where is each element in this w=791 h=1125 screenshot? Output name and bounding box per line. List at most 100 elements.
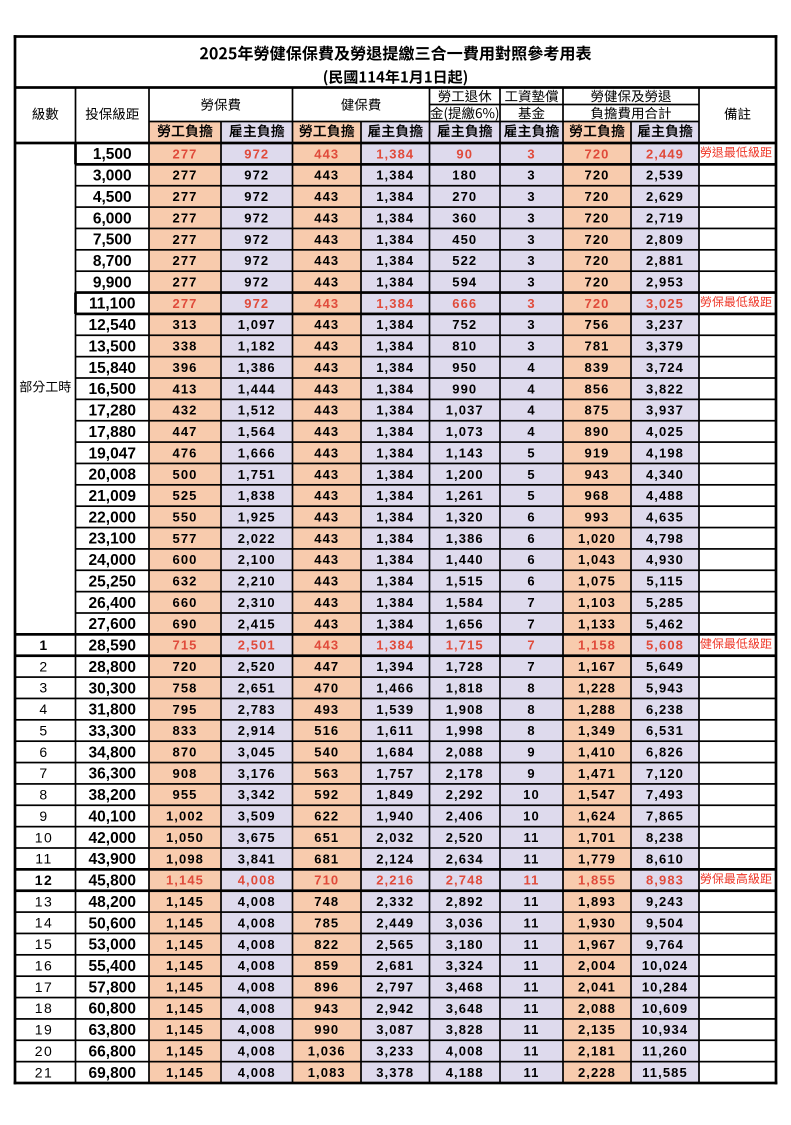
- svg-text:2,292: 2,292: [446, 787, 484, 802]
- svg-text:3,025: 3,025: [646, 296, 684, 311]
- svg-text:1,925: 1,925: [238, 509, 276, 524]
- svg-text:972: 972: [244, 189, 269, 204]
- svg-text:55,400: 55,400: [89, 958, 136, 975]
- svg-text:1,967: 1,967: [578, 937, 616, 952]
- svg-text:4,008: 4,008: [238, 1044, 276, 1059]
- svg-text:2,135: 2,135: [578, 1022, 616, 1037]
- svg-text:1,384: 1,384: [376, 317, 414, 332]
- svg-text:11,585: 11,585: [642, 1065, 688, 1080]
- svg-text:28,800: 28,800: [89, 659, 136, 676]
- svg-text:6: 6: [527, 552, 535, 567]
- svg-text:4,008: 4,008: [446, 1044, 484, 1059]
- svg-text:2,892: 2,892: [446, 894, 484, 909]
- svg-text:4,008: 4,008: [238, 1001, 276, 1016]
- svg-text:4,008: 4,008: [238, 958, 276, 973]
- svg-text:3,937: 3,937: [646, 403, 684, 418]
- svg-text:1,384: 1,384: [376, 445, 414, 460]
- svg-text:443: 443: [314, 574, 339, 589]
- svg-text:3: 3: [527, 296, 535, 311]
- svg-text:2,041: 2,041: [578, 979, 616, 994]
- svg-text:11: 11: [524, 1022, 540, 1037]
- svg-text:1,320: 1,320: [446, 509, 484, 524]
- svg-text:27,600: 27,600: [89, 616, 136, 633]
- svg-text:875: 875: [585, 403, 610, 418]
- svg-text:600: 600: [173, 552, 198, 567]
- svg-text:443: 443: [314, 509, 339, 524]
- svg-text:5: 5: [527, 488, 535, 503]
- svg-text:90: 90: [456, 146, 473, 161]
- svg-text:4,008: 4,008: [238, 894, 276, 909]
- svg-text:2,881: 2,881: [646, 253, 684, 268]
- svg-text:715: 715: [173, 638, 198, 653]
- svg-text:1,384: 1,384: [376, 574, 414, 589]
- svg-text:7,120: 7,120: [646, 766, 684, 781]
- svg-text:1,930: 1,930: [578, 915, 616, 930]
- svg-text:4,008: 4,008: [238, 873, 276, 888]
- svg-text:5: 5: [39, 722, 48, 738]
- svg-text:40,100: 40,100: [89, 808, 136, 825]
- svg-text:2,914: 2,914: [238, 723, 276, 738]
- svg-text:16: 16: [35, 957, 54, 973]
- svg-text:2,539: 2,539: [646, 168, 684, 183]
- svg-text:8: 8: [527, 680, 535, 695]
- svg-text:972: 972: [244, 296, 269, 311]
- svg-text:660: 660: [173, 595, 198, 610]
- svg-text:66,800: 66,800: [89, 1043, 136, 1060]
- svg-text:1,083: 1,083: [308, 1065, 346, 1080]
- svg-text:16,500: 16,500: [89, 381, 136, 398]
- svg-text:720: 720: [585, 232, 610, 247]
- svg-text:890: 890: [585, 424, 610, 439]
- svg-text:859: 859: [314, 958, 339, 973]
- svg-text:1,384: 1,384: [376, 403, 414, 418]
- svg-text:443: 443: [314, 424, 339, 439]
- svg-text:277: 277: [173, 189, 198, 204]
- svg-text:2,449: 2,449: [646, 146, 684, 161]
- svg-text:443: 443: [314, 638, 339, 653]
- svg-text:42,000: 42,000: [89, 830, 136, 847]
- svg-text:4,188: 4,188: [446, 1065, 484, 1080]
- svg-text:2,634: 2,634: [446, 851, 484, 866]
- svg-text:1,384: 1,384: [376, 381, 414, 396]
- svg-text:1,349: 1,349: [578, 723, 616, 738]
- svg-text:2,748: 2,748: [446, 873, 484, 888]
- svg-text:1,288: 1,288: [578, 702, 616, 717]
- svg-text:1,073: 1,073: [446, 424, 484, 439]
- svg-text:972: 972: [244, 274, 269, 289]
- svg-text:8,700: 8,700: [93, 253, 132, 270]
- svg-text:10: 10: [523, 787, 540, 802]
- svg-text:1,020: 1,020: [578, 531, 616, 546]
- svg-text:955: 955: [173, 787, 198, 802]
- svg-text:943: 943: [585, 467, 610, 482]
- svg-text:950: 950: [452, 360, 477, 375]
- svg-text:1,466: 1,466: [376, 680, 414, 695]
- svg-text:8: 8: [527, 702, 535, 717]
- svg-text:1,145: 1,145: [166, 937, 204, 952]
- svg-text:443: 443: [314, 595, 339, 610]
- svg-text:2,228: 2,228: [578, 1065, 616, 1080]
- svg-text:1,143: 1,143: [446, 445, 484, 460]
- svg-text:5,115: 5,115: [646, 574, 683, 589]
- svg-text:720: 720: [585, 253, 610, 268]
- svg-text:1,410: 1,410: [578, 744, 616, 759]
- svg-text:53,000: 53,000: [89, 937, 136, 954]
- svg-text:18: 18: [35, 1000, 54, 1016]
- svg-text:23,100: 23,100: [89, 531, 136, 548]
- svg-text:1,624: 1,624: [578, 809, 616, 824]
- svg-text:20: 20: [35, 1043, 54, 1059]
- svg-text:1,145: 1,145: [166, 958, 204, 973]
- svg-text:4,008: 4,008: [238, 1065, 276, 1080]
- svg-text:6: 6: [527, 509, 535, 524]
- svg-text:3,087: 3,087: [376, 1022, 414, 1037]
- svg-text:6,531: 6,531: [646, 723, 684, 738]
- svg-text:2,022: 2,022: [238, 531, 276, 546]
- svg-text:1,145: 1,145: [166, 894, 204, 909]
- svg-text:990: 990: [452, 381, 477, 396]
- svg-text:4,008: 4,008: [238, 979, 276, 994]
- svg-text:2,124: 2,124: [376, 851, 414, 866]
- svg-text:25,250: 25,250: [89, 573, 136, 590]
- svg-text:1,384: 1,384: [376, 467, 414, 482]
- svg-text:447: 447: [173, 424, 198, 439]
- svg-text:36,300: 36,300: [89, 766, 136, 783]
- svg-text:13,500: 13,500: [89, 338, 136, 355]
- svg-text:710: 710: [314, 873, 339, 888]
